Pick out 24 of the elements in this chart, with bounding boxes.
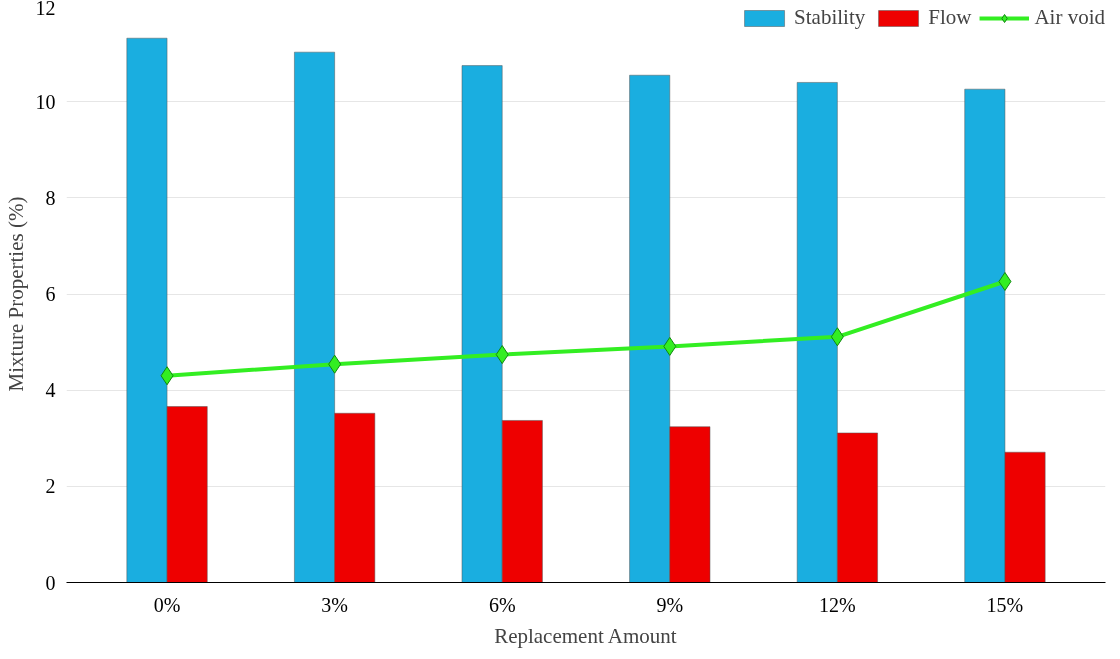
point <box>328 354 342 374</box>
x-tick-label: 0% <box>153 593 181 616</box>
x-tick-label: 6% <box>488 593 516 616</box>
point <box>830 327 844 347</box>
y-tick-label: 10 <box>35 90 56 113</box>
point <box>160 366 174 386</box>
x-tick-label: 15% <box>986 593 1024 616</box>
y-tick-label: 6 <box>45 283 56 305</box>
x-axis-title: Replacement Amount <box>494 623 677 648</box>
y-tick-label: 4 <box>45 379 56 402</box>
point <box>663 336 677 356</box>
legend-label: Flow <box>928 5 972 30</box>
y-tick-label: 8 <box>45 186 56 209</box>
y-axis-title: Mixture Properties (%) <box>3 196 28 392</box>
x-tick-label: 9% <box>656 593 684 616</box>
y-tick-label: 12 <box>35 0 56 19</box>
point <box>495 345 509 365</box>
point <box>998 272 1012 291</box>
x-tick-label: 12% <box>819 593 856 616</box>
x-tick-label: 3% <box>321 593 348 616</box>
y-tick-label: 0 <box>45 571 56 594</box>
legend-label: Stability <box>794 5 866 30</box>
legend-label: Air void <box>1034 5 1105 30</box>
y-tick-label: 2 <box>45 475 56 498</box>
